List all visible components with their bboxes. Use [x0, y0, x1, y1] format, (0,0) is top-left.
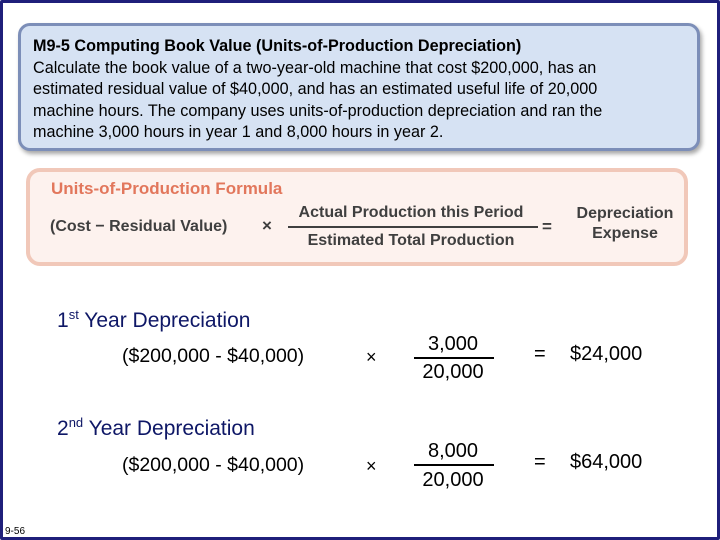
problem-title: M9-5 Computing Book Value (Units-of-Prod… [33, 37, 522, 55]
formula-fraction-bar [288, 226, 538, 228]
year2-times-sign: × [366, 456, 377, 476]
problem-box: M9-5 Computing Book Value (Units-of-Prod… [18, 23, 700, 151]
problem-text-line: Calculate the book value of a two-year-o… [33, 58, 597, 77]
year2-result: $64,000 [570, 451, 643, 473]
year1-heading-number: 1 [57, 309, 69, 332]
formula-result-line: Depreciation [576, 205, 674, 222]
year1-numerator: 3,000 [427, 333, 479, 355]
year2-numerator: 8,000 [427, 440, 479, 462]
year1-denominator: 20,000 [422, 361, 484, 383]
year1-result: $24,000 [570, 343, 643, 365]
year1-heading-text: Year Depreciation [78, 309, 251, 332]
year1-heading: 1st Year Depreciation [57, 307, 250, 333]
year2-denominator: 20,000 [422, 469, 484, 491]
year1-fraction-bar [414, 357, 494, 359]
formula-denominator: Estimated Total Production [307, 232, 515, 249]
year2-heading: 2nd Year Depreciation [57, 415, 255, 441]
formula-numerator: Actual Production this Period [298, 204, 524, 221]
year2-heading-suffix: nd [68, 415, 84, 430]
year1-equals-sign: = [534, 343, 546, 365]
formula-box: Units-of-Production Formula (Cost − Resi… [26, 168, 688, 266]
formula-result: Depreciation Expense [564, 204, 686, 244]
year2-equals-sign: = [534, 451, 546, 473]
formula-cost-term: (Cost − Residual Value) [50, 218, 228, 235]
year1-times-sign: × [366, 347, 377, 367]
formula-equals-sign: = [542, 217, 552, 236]
formula-title: Units-of-Production Formula [51, 179, 283, 198]
page-number: 9-56 [5, 526, 26, 537]
formula-times-sign: × [262, 216, 272, 235]
formula-result-line: Expense [592, 225, 658, 242]
year2-fraction-bar [414, 464, 494, 466]
year2-expression: ($200,000 - $40,000) [122, 454, 305, 476]
year1-expression: ($200,000 - $40,000) [122, 345, 305, 367]
problem-text-line: machine hours. The company uses units-of… [33, 101, 603, 120]
problem-text-line: estimated residual value of $40,000, and… [33, 80, 598, 98]
year2-heading-number: 2 [57, 417, 69, 440]
year2-heading-text: Year Depreciation [83, 417, 255, 440]
year1-heading-suffix: st [68, 307, 79, 322]
problem-text-line: machine 3,000 hours in year 1 and 8,000 … [33, 123, 444, 141]
